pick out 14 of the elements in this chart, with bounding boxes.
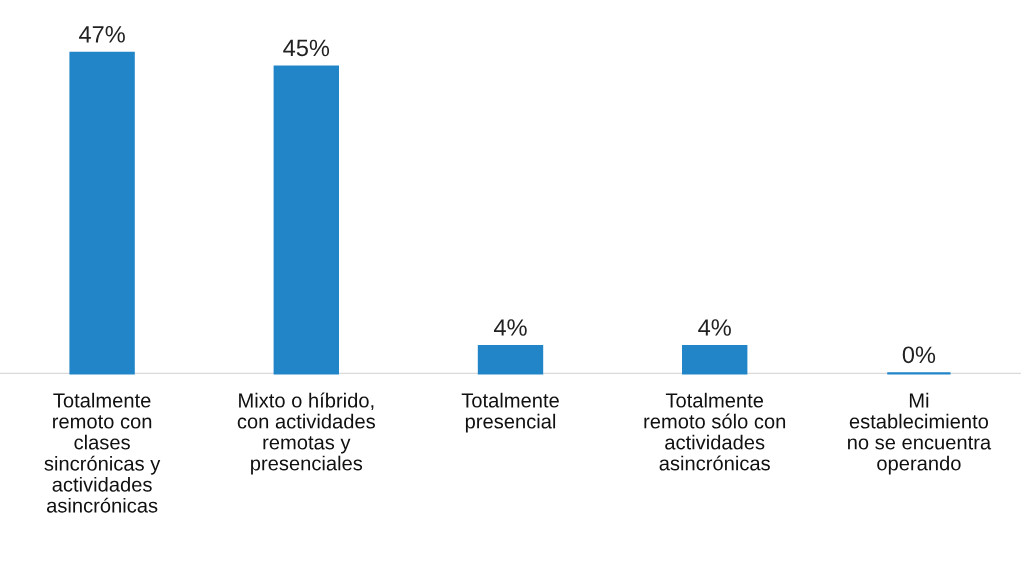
x-tick-label: Mi establecimiento no se encuentra operando [848, 392, 992, 475]
x-tick-label: Totalmente remoto con clases sincrónicas y actividades asincrónicas [44, 392, 161, 513]
bar [273, 65, 339, 375]
data-label: 4% [698, 319, 731, 336]
data-label: 4% [493, 319, 527, 336]
bar [69, 51, 135, 375]
x-tick-label: Mixto o híbrido, con actividades remotas y presenciales [237, 392, 375, 475]
bar [477, 345, 544, 375]
x-tick-label: Totalmente presencial [461, 392, 559, 433]
data-label: 47% [79, 26, 125, 43]
bar [682, 345, 748, 375]
data-label: 0% [902, 346, 936, 364]
x-tick-label: Totalmente remoto sólo con actividades asincrónicas [644, 392, 786, 471]
data-label: 45% [283, 39, 330, 57]
